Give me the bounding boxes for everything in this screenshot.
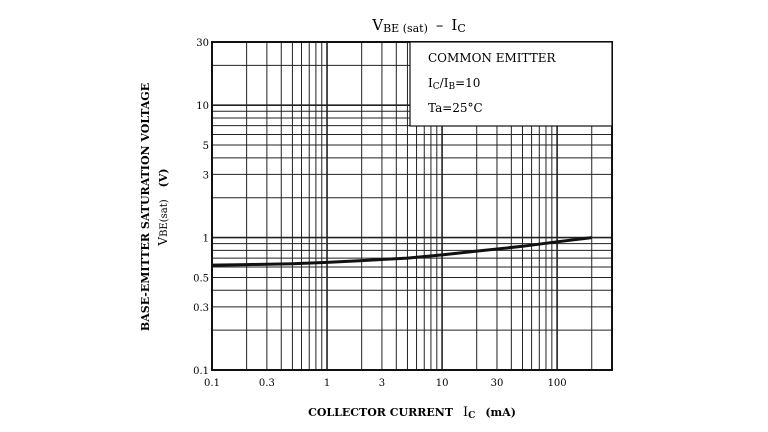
legend-background — [409, 41, 613, 127]
y-tick-label: 0.5 — [193, 273, 209, 284]
tick-labels: 0.1 0.3 1 3 10 30 100 0.1 0.3 0.5 1 3 5 10 30 — [193, 38, 567, 389]
title-var: I — [451, 16, 457, 34]
legend-ratio-var2-sub: B — [448, 82, 455, 92]
title-var-sub: C — [457, 22, 465, 35]
y-tick-label: 10 — [196, 101, 209, 112]
y-axis-var: V — [156, 237, 170, 247]
x-tick-label: 100 — [548, 378, 567, 389]
y-tick-label: 0.3 — [193, 303, 209, 314]
y-tick-label: 5 — [203, 141, 209, 152]
title-main: V — [371, 16, 384, 34]
y-tick-label: 0.1 — [193, 366, 209, 377]
data-layer — [211, 236, 592, 267]
x-axis-var: I — [463, 405, 468, 420]
legend-line-emitter: COMMON EMITTER — [428, 51, 557, 65]
title-dash: – — [436, 16, 444, 34]
x-axis-unit: (mA) — [485, 406, 516, 419]
legend-line-ratio: IC/IB=10 — [428, 76, 480, 92]
title-main-sub: BE (sat) — [383, 22, 428, 35]
x-tick-label: 10 — [436, 378, 449, 389]
series-line-0 — [211, 236, 592, 267]
y-tick-label: 30 — [196, 38, 209, 49]
x-axis-var-sub: C — [468, 411, 475, 421]
chart-title: VBE (sat) – IC — [371, 16, 466, 35]
legend-box: COMMON EMITTER IC/IB=10 Ta=25°C — [409, 41, 613, 127]
x-tick-label: 0.1 — [204, 378, 220, 389]
y-axis-unit: (V) — [157, 168, 170, 187]
y-tick-label: 3 — [203, 170, 209, 181]
legend-line-temperature: Ta=25°C — [428, 101, 483, 115]
y-tick-label: 1 — [203, 234, 209, 245]
y-axis-label: BASE-EMITTER SATURATION VOLTAGE — [139, 83, 152, 331]
x-tick-label: 1 — [324, 378, 330, 389]
x-axis-label: COLLECTOR CURRENT IC (mA) — [308, 405, 516, 421]
legend-ratio-sep: / — [440, 76, 445, 90]
y-axis-var-sub: BE(sat) — [159, 199, 170, 237]
x-axis-label-text: COLLECTOR CURRENT — [308, 406, 454, 419]
legend-ratio-var2: I — [444, 76, 449, 90]
y-axis-var-label: VBE(sat) (V) — [156, 168, 170, 246]
x-tick-label: 3 — [379, 378, 385, 389]
legend-ratio-var: I — [428, 76, 433, 90]
legend-ratio-var-sub: C — [433, 82, 440, 92]
x-tick-label: 30 — [491, 378, 504, 389]
x-tick-label: 0.3 — [259, 378, 275, 389]
legend-ratio-rest: =10 — [455, 76, 480, 90]
